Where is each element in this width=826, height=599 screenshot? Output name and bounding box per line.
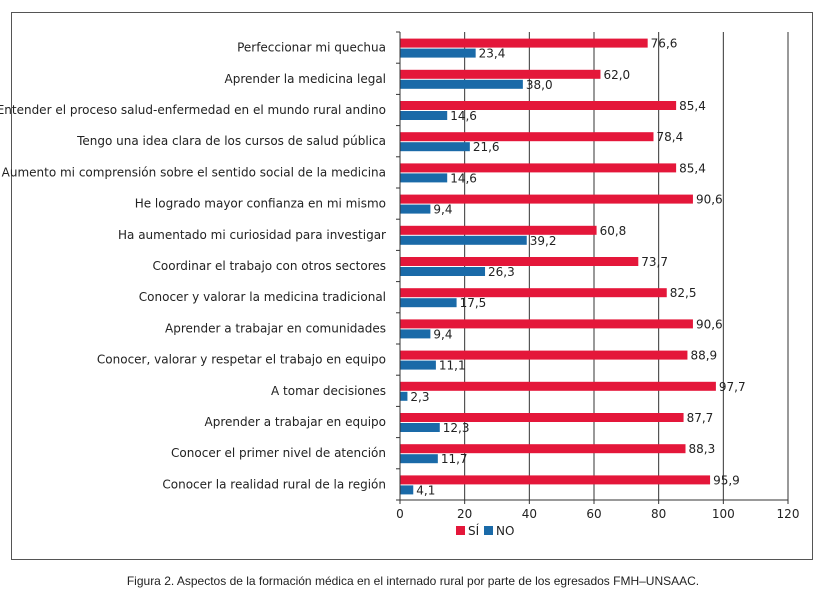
value-label-si: 95,9 (713, 473, 740, 487)
bar-si (400, 257, 639, 266)
category-label: Conocer y valorar la medicina tradiciona… (139, 290, 386, 304)
value-label-no: 14,6 (450, 171, 477, 185)
bar-no (400, 329, 431, 339)
value-label-no: 39,2 (530, 234, 557, 248)
bar-no (400, 48, 476, 58)
bar-si (400, 225, 597, 235)
legend-label-si: SÍ (468, 523, 480, 538)
bar-si (400, 69, 601, 79)
category-label: Aumento mi comprensión sobre el sentido … (2, 165, 386, 179)
bar-si (400, 163, 677, 173)
bar-si (400, 413, 684, 422)
category-label: Tengo una idea clara de los cursos de sa… (76, 134, 386, 148)
x-tick-label: 100 (712, 507, 735, 521)
value-label-no: 14,6 (450, 109, 477, 123)
value-label-si: 88,3 (689, 442, 716, 456)
value-label-no: 4,1 (416, 483, 435, 497)
value-label-si: 88,9 (690, 349, 717, 363)
bar-no (400, 173, 448, 183)
category-label: Coordinar el trabajo con otros sectores (153, 259, 387, 273)
category-label: Aprender a trabajar en equipo (205, 415, 387, 429)
value-label-no: 11,7 (441, 452, 468, 466)
bar-no (400, 298, 457, 308)
bar-si (400, 101, 677, 110)
x-tick-label: 20 (457, 507, 472, 521)
category-label: Aprender a trabajar en comunidades (165, 321, 386, 335)
value-label-si: 90,6 (696, 317, 723, 331)
bar-si (400, 350, 688, 360)
category-label: A tomar decisiones (271, 384, 386, 398)
bar-no (400, 142, 470, 152)
bar-no (400, 454, 438, 464)
bar-no (400, 485, 414, 495)
bar-si (400, 288, 667, 298)
bar-si (400, 319, 693, 329)
x-tick-label: 80 (651, 507, 666, 521)
value-label-no: 11,1 (439, 359, 466, 373)
bar-no (400, 391, 408, 401)
value-label-si: 97,7 (719, 380, 746, 394)
x-tick-label: 60 (586, 507, 601, 521)
value-label-no: 38,0 (526, 78, 553, 92)
bar-no (400, 360, 436, 370)
category-label: Aprender la medicina legal (225, 72, 386, 86)
category-label: Conocer el primer nivel de atención (171, 446, 386, 460)
value-label-si: 82,5 (670, 286, 697, 300)
chart-frame (11, 12, 813, 560)
value-label-si: 87,7 (687, 411, 714, 425)
value-label-no: 23,4 (479, 47, 506, 61)
category-label: He logrado mayor confianza en mi mismo (135, 197, 386, 211)
value-label-si: 78,4 (656, 130, 683, 144)
legend-swatch-si (456, 526, 465, 535)
value-label-no: 2,3 (410, 390, 429, 404)
legend-label-no: NO (496, 524, 514, 538)
bar-no (400, 79, 523, 89)
bar-si (400, 475, 711, 485)
value-label-no: 12,3 (443, 421, 470, 435)
bar-no (400, 423, 440, 432)
category-label: Conocer la realidad rural de la región (162, 477, 386, 491)
value-label-no: 26,3 (488, 265, 515, 279)
bar-no (400, 267, 486, 276)
bar-no (400, 111, 448, 120)
value-label-si: 60,8 (600, 224, 627, 238)
x-tick-label: 0 (396, 507, 404, 521)
figure-caption: Figura 2. Aspectos de la formación médic… (126, 574, 700, 588)
bar-si (400, 132, 654, 142)
value-label-si: 85,4 (679, 161, 706, 175)
value-label-si: 90,6 (696, 193, 723, 207)
category-label: Entender el proceso salud-enfermedad en … (0, 103, 386, 117)
value-label-no: 21,6 (473, 140, 500, 154)
value-label-si: 76,6 (651, 37, 678, 51)
value-label-si: 62,0 (603, 68, 630, 82)
value-label-no: 9,4 (433, 203, 452, 217)
value-label-si: 85,4 (679, 99, 706, 113)
value-label-no: 9,4 (433, 327, 452, 341)
x-tick-label: 40 (522, 507, 537, 521)
legend-swatch-no (484, 526, 493, 535)
bar-no (400, 235, 527, 245)
value-label-si: 73,7 (641, 255, 668, 269)
bar-si (400, 38, 648, 48)
category-label: Ha aumentado mi curiosidad para investig… (118, 228, 386, 242)
value-label-no: 17,5 (460, 296, 487, 310)
x-tick-label: 120 (777, 507, 800, 521)
bar-si (400, 381, 716, 391)
bar-no (400, 204, 431, 214)
category-label: Conocer, valorar y respetar el trabajo e… (97, 353, 386, 367)
bar-si (400, 444, 686, 454)
bar-si (400, 194, 693, 204)
category-label: Perfeccionar mi quechua (237, 41, 386, 55)
